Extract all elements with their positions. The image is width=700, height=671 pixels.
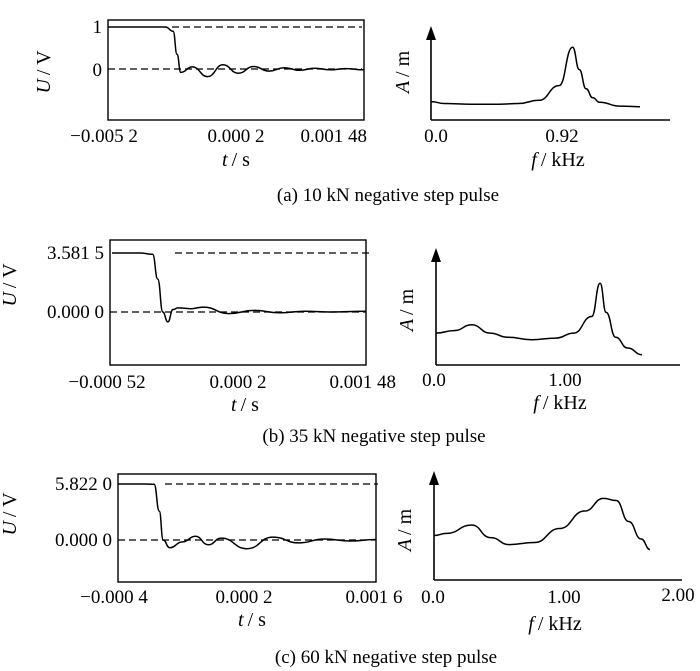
time-xlabel-unit-a: / s <box>232 149 251 171</box>
time-ylabel-a: U / V <box>33 50 55 94</box>
time-ylabel-unit-c: / V <box>0 492 21 517</box>
spectrum-ylabel-a: A / m <box>392 50 414 95</box>
time-xlabel-var-a: t <box>222 149 228 171</box>
spectrum-y-arrow-b <box>431 248 441 262</box>
caption-b: (b) 35 kN negative step pulse <box>262 426 485 447</box>
spectrum-y-arrow-a <box>426 26 436 40</box>
time-xtick-label-a-1: 0.000 2 <box>208 126 265 147</box>
panel-a: 1 0 −0.005 2 0.000 2 0.001 48 U / V t / … <box>33 17 670 206</box>
spectrum-curve-c <box>433 497 651 551</box>
spectrum-xlabel-var-a: f <box>531 149 539 171</box>
time-ytick-label-a-0: 1 <box>93 17 103 38</box>
time-xlabel-b: t / s <box>231 394 259 416</box>
time-ylabel-unit-a: / V <box>33 50 55 75</box>
spectrum-ylabel-unit-a: / m <box>392 50 414 77</box>
time-xtick-label-b-0: −0.000 52 <box>68 372 145 393</box>
time-ytick-label-a-1: 0 <box>93 60 103 81</box>
time-ylabel-unit-b: / V <box>0 263 21 288</box>
time-ytick-label-b-0: 3.581 5 <box>47 243 104 264</box>
time-xtick-label-c-2: 0.001 6 <box>346 587 403 608</box>
spectrum-xlabel-unit-b: / kHz <box>543 392 587 414</box>
spectrum-curve-b <box>435 282 643 356</box>
spectrum-ylabel-var-b: A <box>396 318 418 333</box>
time-ylabel-c: U / V <box>0 492 21 536</box>
spectrum-ylabel-var-c: A <box>394 538 416 553</box>
spectrum-ylabel-unit-c: / m <box>394 508 416 535</box>
time-ylabel-var-c: U <box>0 520 21 536</box>
spectrum-xtick-label-b-0: 0.0 <box>422 370 446 391</box>
spectrum-xlabel-c: f / kHz <box>528 613 582 635</box>
time-ytick-label-b-1: 0.000 0 <box>47 302 104 323</box>
time-xlabel-var-c: t <box>238 609 244 631</box>
time-plot-frame-c <box>117 473 377 583</box>
spectrum-ylabel-var-a: A <box>392 80 414 95</box>
time-ytick-label-c-1: 0.000 0 <box>55 530 112 551</box>
spectrum-xtick-label-b-1: 1.00 <box>548 370 581 391</box>
spectrum-xlabel-var-b: f <box>533 392 541 414</box>
spectrum-xlabel-unit-c: / kHz <box>538 613 582 635</box>
spectrum-ylabel-b: A / m <box>396 288 418 333</box>
spectrum-xtick-label-c-0: 0.0 <box>421 587 445 608</box>
time-xtick-label-c-1: 0.000 2 <box>216 587 273 608</box>
caption-c: (c) 60 kN negative step pulse <box>275 647 497 668</box>
time-xtick-label-b-1: 0.000 2 <box>210 372 267 393</box>
time-xtick-label-c-0: −0.000 4 <box>80 587 148 608</box>
time-xlabel-unit-c: / s <box>248 609 267 631</box>
time-xtick-label-b-2: 0.001 48 <box>330 372 397 393</box>
time-xlabel-a: t / s <box>222 149 250 171</box>
time-plot-frame-b <box>109 239 367 366</box>
spectrum-ylabel-c: A / m <box>394 508 416 553</box>
time-signal-curve-a <box>107 26 365 78</box>
time-ylabel-b: U / V <box>0 263 21 307</box>
spectrum-xlabel-unit-a: / kHz <box>541 149 585 171</box>
spectrum-xtick-label-c-2: 2.00 <box>661 585 694 606</box>
time-signal-curve-b <box>112 252 367 323</box>
panel-c: 5.822 0 0.000 0 −0.000 4 0.000 2 0.001 6… <box>0 471 695 668</box>
spectrum-curve-a <box>430 46 641 108</box>
spectrum-xtick-label-a-0: 0.0 <box>424 126 448 147</box>
spectrum-xlabel-var-c: f <box>528 613 536 635</box>
spectrum-xlabel-a: f / kHz <box>531 149 585 171</box>
panel-b: 3.581 5 0.000 0 −0.000 52 0.000 2 0.001 … <box>0 239 680 447</box>
time-xtick-label-a-2: 0.001 48 <box>301 126 368 147</box>
caption-a: (a) 10 kN negative step pulse <box>277 185 499 206</box>
spectrum-xtick-label-c-1: 1.00 <box>547 587 580 608</box>
time-xtick-label-a-0: −0.005 2 <box>70 126 138 147</box>
spectrum-xlabel-b: f / kHz <box>533 392 587 414</box>
time-xlabel-unit-b: / s <box>241 394 260 416</box>
time-signal-curve-c <box>117 483 377 550</box>
time-xlabel-c: t / s <box>238 609 266 631</box>
time-xlabel-var-b: t <box>231 394 237 416</box>
time-ylabel-var-a: U <box>33 78 55 94</box>
spectrum-xtick-label-a-1: 0.92 <box>545 126 578 147</box>
spectrum-ylabel-unit-b: / m <box>396 288 418 315</box>
spectrum-y-arrow-c <box>429 471 439 485</box>
time-ylabel-var-b: U <box>0 291 21 307</box>
time-ytick-label-c-0: 5.822 0 <box>55 474 112 495</box>
